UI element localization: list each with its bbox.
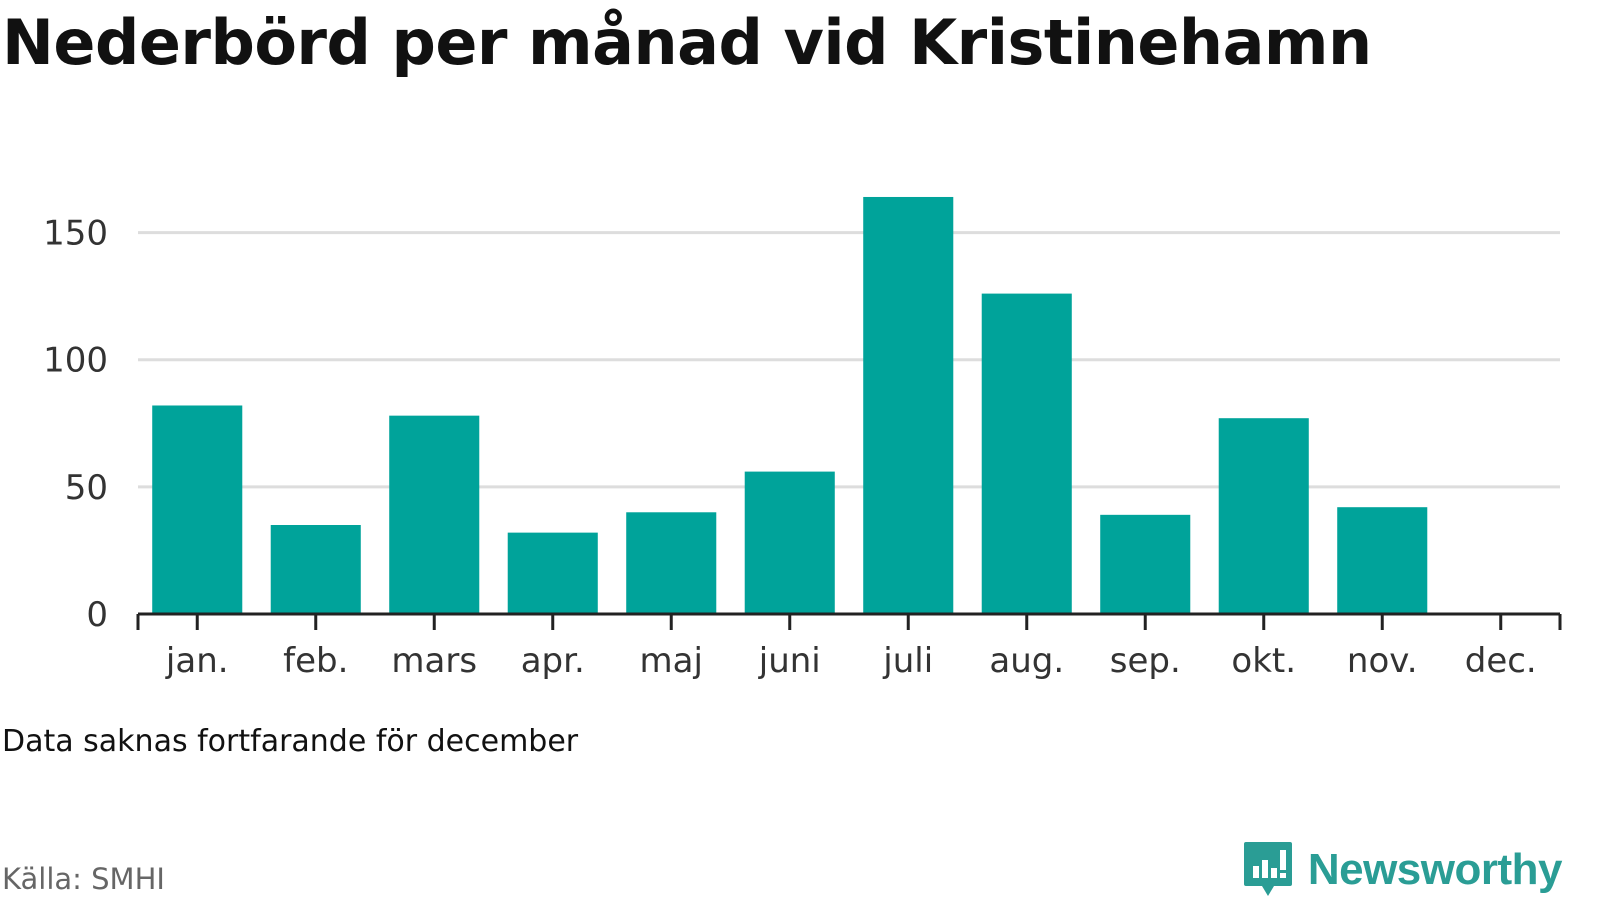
y-tick-label: 0 <box>86 595 108 635</box>
grid-lines <box>138 231 1560 489</box>
x-axis-labels: jan. feb. mars apr. maj juni juli aug. sep. okt. n… <box>165 641 1537 681</box>
source-label: Källa: SMHI <box>2 862 165 896</box>
y-tick-label: 100 <box>43 341 108 381</box>
x-tick-label: jan. <box>165 641 229 681</box>
x-tick-label: juni <box>758 641 821 681</box>
x-tick-label: dec. <box>1465 641 1537 681</box>
x-tick-label: feb. <box>283 641 348 681</box>
brand-logo: Newsworthy <box>1242 840 1563 900</box>
bar-feb <box>270 525 361 614</box>
x-tick-label: sep. <box>1110 641 1181 681</box>
bar-apr <box>507 532 598 614</box>
x-tick-label: okt. <box>1231 641 1296 681</box>
x-tick-label: apr. <box>521 641 585 681</box>
x-tick-label: nov. <box>1347 641 1418 681</box>
footnote: Data saknas fortfarande för december <box>2 724 579 759</box>
x-tick-label: aug. <box>989 641 1064 681</box>
y-tick-label: 150 <box>43 214 108 254</box>
brand-name: Newsworthy <box>1307 845 1563 894</box>
newsworthy-logo-icon <box>1243 842 1292 896</box>
bar-sep <box>1100 514 1191 614</box>
bar-juni <box>744 471 835 614</box>
bar-nov <box>1337 507 1428 614</box>
x-tick-label: maj <box>640 641 703 681</box>
y-axis-ticks: 0 50 100 150 <box>43 214 108 635</box>
bar-maj <box>626 512 717 614</box>
x-tick-label: mars <box>391 641 477 681</box>
bar-mars <box>389 415 480 614</box>
bar-juli <box>863 196 954 614</box>
bar-okt <box>1218 418 1309 614</box>
x-axis <box>136 612 1562 630</box>
bar-jan <box>152 405 243 614</box>
y-tick-label: 50 <box>65 468 108 508</box>
bar-aug <box>981 293 1072 614</box>
bars <box>152 196 1428 614</box>
chart-title: Nederbörd per månad vid Kristinehamn <box>2 6 1372 79</box>
x-tick-label: juli <box>882 641 933 681</box>
